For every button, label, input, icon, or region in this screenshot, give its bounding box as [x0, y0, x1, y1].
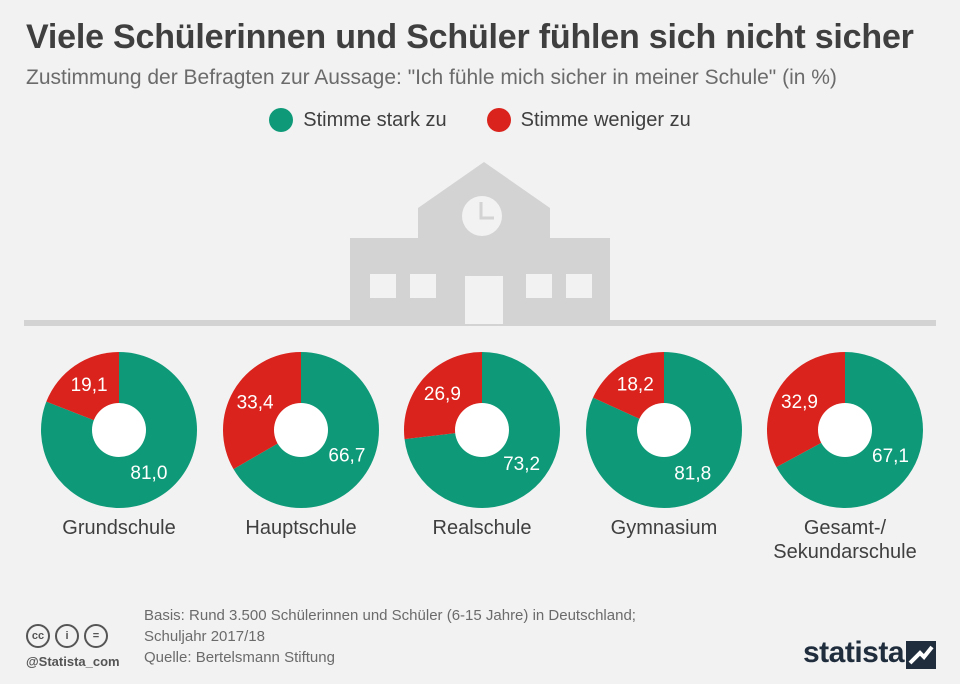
value-label-green-hauptschule: 66,7: [328, 446, 365, 467]
basis-line-1: Basis: Rund 3.500 Schülerinnen und Schül…: [144, 607, 636, 624]
category-label-gesamtschule-line1: Gesamt-/: [803, 517, 887, 539]
category-label-gesamtschule-line2: Sekundarschule: [773, 541, 917, 563]
donut-hole: [637, 403, 691, 457]
donut-gymnasium: 18,2 81,8: [584, 350, 744, 510]
value-label-green-gesamtschule: 67,1: [872, 446, 909, 467]
legend-label-strong: Stimme stark zu: [303, 108, 447, 131]
donut-gesamtschule: 32,9 67,1: [765, 350, 925, 510]
chart-title: Viele Schülerinnen und Schüler fühlen si…: [26, 18, 914, 56]
window-2: [410, 274, 436, 298]
category-label-grundschule: Grundschule: [62, 517, 176, 539]
legend-item-less: Stimme weniger zu: [486, 108, 691, 132]
donut-hauptschule: 33,4 66,7: [221, 350, 381, 510]
donut-hole: [274, 403, 328, 457]
license-icons: cc i =: [26, 624, 108, 648]
legend: Stimme stark zu Stimme weniger zu: [0, 108, 960, 132]
window-1: [370, 274, 396, 298]
window-3: [526, 274, 552, 298]
category-label-gesamtschule: Gesamt-/ Sekundarschule: [755, 516, 935, 564]
category-label-gymnasium: Gymnasium: [610, 517, 718, 539]
legend-dot-green: [269, 108, 294, 132]
donut-svg-0: 19,1 81,0: [40, 352, 197, 508]
donut-svg-3: 18,2 81,8: [585, 352, 742, 508]
value-label-red-gymnasium: 18,2: [617, 374, 654, 395]
donut-hole: [455, 403, 509, 457]
no-derivatives-icon[interactable]: =: [84, 624, 108, 648]
donut-svg-4: 32,9 67,1: [766, 352, 923, 508]
window-4: [566, 274, 592, 298]
value-label-red-hauptschule: 33,4: [237, 393, 274, 414]
value-label-red-realschule: 26,9: [424, 384, 461, 405]
category-label-realschule: Realschule: [432, 517, 532, 539]
logo-stroke: [908, 645, 934, 665]
donut-hole: [818, 403, 872, 457]
category-label-hauptschule: Hauptschule: [245, 517, 357, 539]
basis-line-2: Schuljahr 2017/18: [144, 628, 265, 645]
donut-hole: [92, 403, 146, 457]
building-main-roof: [418, 162, 550, 324]
value-label-red-grundschule: 19,1: [71, 375, 108, 396]
donut-svg-2: 26,9 73,2: [404, 352, 561, 508]
footer-notes: Basis: Rund 3.500 Schülerinnen und Schül…: [144, 605, 636, 668]
clock-hands: [479, 202, 494, 220]
donut-svg-1: 33,4 66,7: [222, 352, 379, 508]
statista-logo-icon[interactable]: [906, 641, 936, 669]
door: [465, 276, 503, 324]
chart-subtitle: Zustimmung der Befragten zur Aussage: "I…: [26, 66, 837, 89]
attribution-icon[interactable]: i: [55, 624, 79, 648]
donut-realschule: 26,9 73,2: [402, 350, 562, 510]
value-label-green-realschule: 73,2: [503, 454, 540, 475]
value-label-green-gymnasium: 81,8: [674, 464, 711, 485]
value-label-red-gesamtschule: 32,9: [781, 392, 818, 413]
legend-item-strong: Stimme stark zu: [269, 108, 447, 132]
statista-logo-text[interactable]: statista: [803, 636, 905, 669]
donut-grundschule: 19,1 81,0: [39, 350, 199, 510]
school-building-illustration: [24, 162, 936, 326]
statista-handle[interactable]: @Statista_com: [26, 654, 120, 669]
source-line: Quelle: Bertelsmann Stiftung: [144, 649, 335, 666]
value-label-green-grundschule: 81,0: [130, 463, 167, 484]
legend-label-less: Stimme weniger zu: [520, 108, 691, 131]
creative-commons-icon[interactable]: cc: [26, 624, 50, 648]
legend-dot-red: [486, 108, 511, 132]
